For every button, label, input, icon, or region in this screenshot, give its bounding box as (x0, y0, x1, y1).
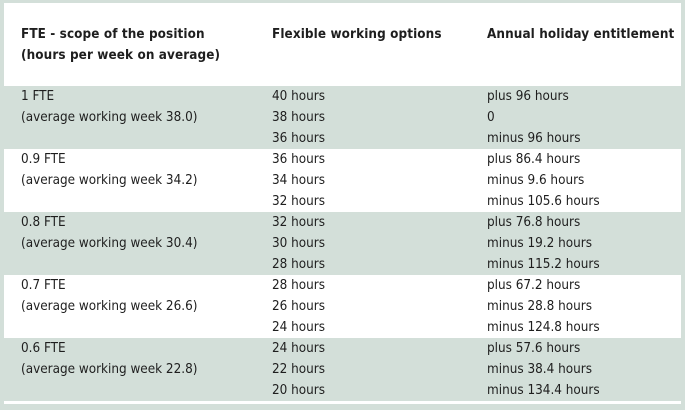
hours-cell: 28 hours 26 hours 24 hours (272, 275, 325, 338)
avg-week-label: (average working week 30.4) (21, 236, 198, 251)
fte-cell: 0.7 FTE (average working week 26.6) (21, 275, 197, 317)
holiday-cell: plus 86.4 hours minus 9.6 hours minus 10… (487, 149, 600, 212)
hours-value: 26 hours (272, 299, 326, 314)
header-fte: FTE - scope of the position (hours per w… (21, 24, 220, 66)
hours-cell: 24 hours 22 hours 20 hours (272, 338, 325, 401)
holiday-value: minus 28.8 hours (487, 299, 592, 314)
holiday-value: plus 76.8 hours (487, 215, 581, 230)
holiday-value: minus 9.6 hours (487, 173, 585, 188)
fte-table: FTE - scope of the position (hours per w… (4, 3, 681, 404)
holiday-value: plus 67.2 hours (487, 278, 581, 293)
header-holiday: Annual holiday entitlement (487, 27, 675, 42)
hours-value: 36 hours (272, 131, 326, 146)
avg-week-label: (average working week 38.0) (21, 110, 198, 125)
holiday-cell: plus 67.2 hours minus 28.8 hours minus 1… (487, 275, 600, 338)
hours-value: 30 hours (272, 236, 326, 251)
fte-cell: 1 FTE (average working week 38.0) (21, 86, 197, 128)
holiday-value: minus 19.2 hours (487, 236, 592, 251)
holiday-value: minus 105.6 hours (487, 194, 600, 209)
table-row-group: 0.6 FTE (average working week 22.8) 24 h… (4, 338, 681, 401)
header-fte-line2: (hours per week on average) (21, 48, 221, 63)
fte-label: 1 FTE (21, 89, 55, 104)
table-row-group: 0.9 FTE (average working week 34.2) 36 h… (4, 149, 681, 212)
hours-value: 40 hours (272, 89, 326, 104)
avg-week-label: (average working week 34.2) (21, 173, 198, 188)
table-row-group: 1 FTE (average working week 38.0) 40 hou… (4, 86, 681, 149)
holiday-value: plus 57.6 hours (487, 341, 581, 356)
hours-value: 20 hours (272, 383, 326, 398)
holiday-value: minus 96 hours (487, 131, 581, 146)
fte-label: 0.7 FTE (21, 278, 66, 293)
holiday-cell: plus 57.6 hours minus 38.4 hours minus 1… (487, 338, 600, 401)
fte-cell: 0.9 FTE (average working week 34.2) (21, 149, 197, 191)
fte-label: 0.8 FTE (21, 215, 66, 230)
holiday-cell: plus 96 hours 0 minus 96 hours (487, 86, 580, 149)
avg-week-label: (average working week 22.8) (21, 362, 198, 377)
table-row-group: 0.8 FTE (average working week 30.4) 32 h… (4, 212, 681, 275)
holiday-value: minus 134.4 hours (487, 383, 600, 398)
holiday-value: plus 96 hours (487, 89, 569, 104)
hours-value: 38 hours (272, 110, 326, 125)
holiday-value: plus 86.4 hours (487, 152, 581, 167)
fte-label: 0.6 FTE (21, 341, 66, 356)
hours-value: 32 hours (272, 194, 326, 209)
avg-week-label: (average working week 26.6) (21, 299, 198, 314)
table-header: FTE - scope of the position (hours per w… (4, 3, 681, 86)
holiday-value: 0 (487, 110, 495, 125)
hours-value: 28 hours (272, 278, 326, 293)
hours-value: 24 hours (272, 341, 326, 356)
hours-value: 22 hours (272, 362, 326, 377)
fte-cell: 0.6 FTE (average working week 22.8) (21, 338, 197, 380)
hours-value: 32 hours (272, 215, 326, 230)
header-flex: Flexible working options (272, 27, 442, 42)
hours-cell: 40 hours 38 hours 36 hours (272, 86, 325, 149)
holiday-value: minus 115.2 hours (487, 257, 600, 272)
fte-cell: 0.8 FTE (average working week 30.4) (21, 212, 197, 254)
holiday-value: minus 38.4 hours (487, 362, 592, 377)
hours-cell: 36 hours 34 hours 32 hours (272, 149, 325, 212)
hours-cell: 32 hours 30 hours 28 hours (272, 212, 325, 275)
hours-value: 24 hours (272, 320, 326, 335)
holiday-cell: plus 76.8 hours minus 19.2 hours minus 1… (487, 212, 600, 275)
holiday-value: minus 124.8 hours (487, 320, 600, 335)
header-fte-line1: FTE - scope of the position (21, 27, 205, 42)
hours-value: 28 hours (272, 257, 326, 272)
fte-label: 0.9 FTE (21, 152, 66, 167)
hours-value: 36 hours (272, 152, 326, 167)
table-row-group: 0.7 FTE (average working week 26.6) 28 h… (4, 275, 681, 338)
hours-value: 34 hours (272, 173, 326, 188)
